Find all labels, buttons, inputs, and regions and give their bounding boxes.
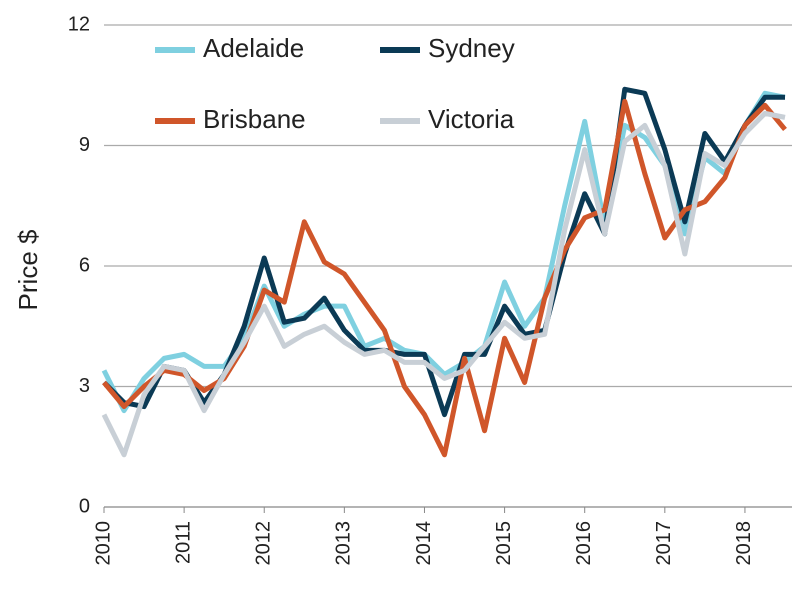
y-tick-label: 6: [79, 254, 90, 276]
x-tick-label: 2015: [493, 521, 515, 566]
y-axis-label: Price $: [13, 229, 43, 310]
legend-label: Sydney: [428, 33, 515, 63]
y-tick-label: 12: [68, 13, 90, 35]
y-tick-label: 3: [79, 375, 90, 397]
x-tick-label: 2012: [253, 521, 275, 566]
x-tick-label: 2014: [413, 521, 435, 566]
y-tick-label: 0: [79, 495, 90, 517]
x-tick-label: 2017: [653, 521, 675, 566]
legend-label: Victoria: [428, 104, 515, 134]
x-tick-label: 2016: [573, 521, 595, 566]
line-series: [101, 110, 786, 458]
y-tick-label: 9: [79, 134, 90, 156]
legend-label: Adelaide: [203, 33, 304, 63]
x-tick-label: 2011: [172, 521, 194, 564]
x-tick-label: 2018: [733, 521, 755, 566]
x-tick-label: 2013: [333, 521, 355, 566]
legend-label: Brisbane: [203, 104, 306, 134]
x-tick-label: 2010: [92, 521, 114, 566]
